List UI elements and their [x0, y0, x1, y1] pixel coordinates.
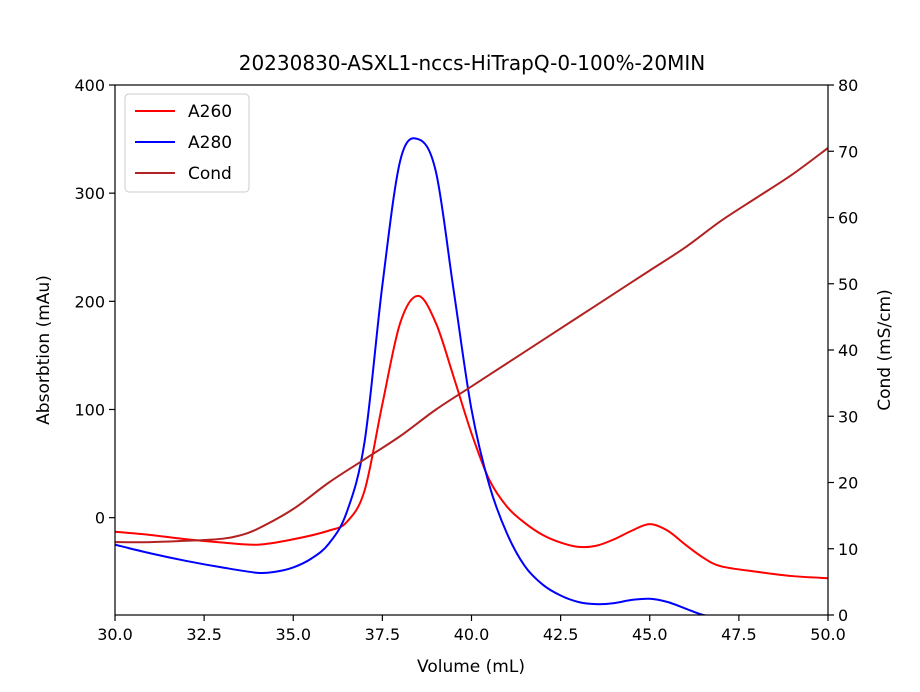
x-tick-label: 32.5: [186, 625, 222, 644]
legend-label-a260: A260: [188, 102, 232, 122]
y2-tick-label: 20: [838, 474, 858, 493]
y2-tick-label: 30: [838, 407, 858, 426]
y-axis-label: Absorbtion (mAu): [34, 275, 54, 425]
legend-box: [124, 93, 250, 193]
y2-tick-label: 70: [838, 142, 858, 161]
axis-layer: 30.0 32.5 35.0 37.5 40.0 42.5 45.0 47.5 50.00100…: [74, 76, 858, 644]
y2-tick-label: 0: [838, 606, 848, 625]
x-tick-label: 42.5: [543, 625, 579, 644]
y-tick-label: 400: [74, 76, 105, 95]
x-tick-label: 37.5: [365, 625, 401, 644]
x-tick-label: 50.0: [810, 625, 846, 644]
y-tick-label: 0: [95, 509, 105, 528]
y2-tick-label: 80: [838, 76, 858, 95]
legend: A260 A280 Cond: [124, 93, 250, 193]
y2-tick-label: 60: [838, 209, 858, 228]
x-tick-label: 35.0: [275, 625, 311, 644]
series-line-cond: [115, 147, 828, 544]
x-axis-label: Volume (mL): [417, 657, 525, 677]
series-layer: [115, 137, 828, 615]
y2-tick-label: 50: [838, 275, 858, 294]
y-tick-label: 300: [74, 184, 105, 203]
y2-axis-label: Cond (mS/cm): [875, 289, 895, 411]
y2-tick-label: 10: [838, 540, 858, 559]
y2-tick-label: 40: [838, 341, 858, 360]
chart-title: 20230830-ASXL1-nccs-HiTrapQ-0-100%-20MIN: [239, 51, 706, 75]
series-line-a260: [115, 294, 828, 580]
x-tick-label: 40.0: [454, 625, 490, 644]
series-line-a280: [115, 137, 710, 615]
y-tick-label: 200: [74, 292, 105, 311]
legend-label-cond: Cond: [188, 164, 232, 184]
legend-label-a280: A280: [188, 133, 232, 153]
x-tick-label: 45.0: [632, 625, 668, 644]
x-tick-label: 47.5: [721, 625, 757, 644]
y-tick-label: 100: [74, 400, 105, 419]
x-tick-label: 30.0: [97, 625, 133, 644]
